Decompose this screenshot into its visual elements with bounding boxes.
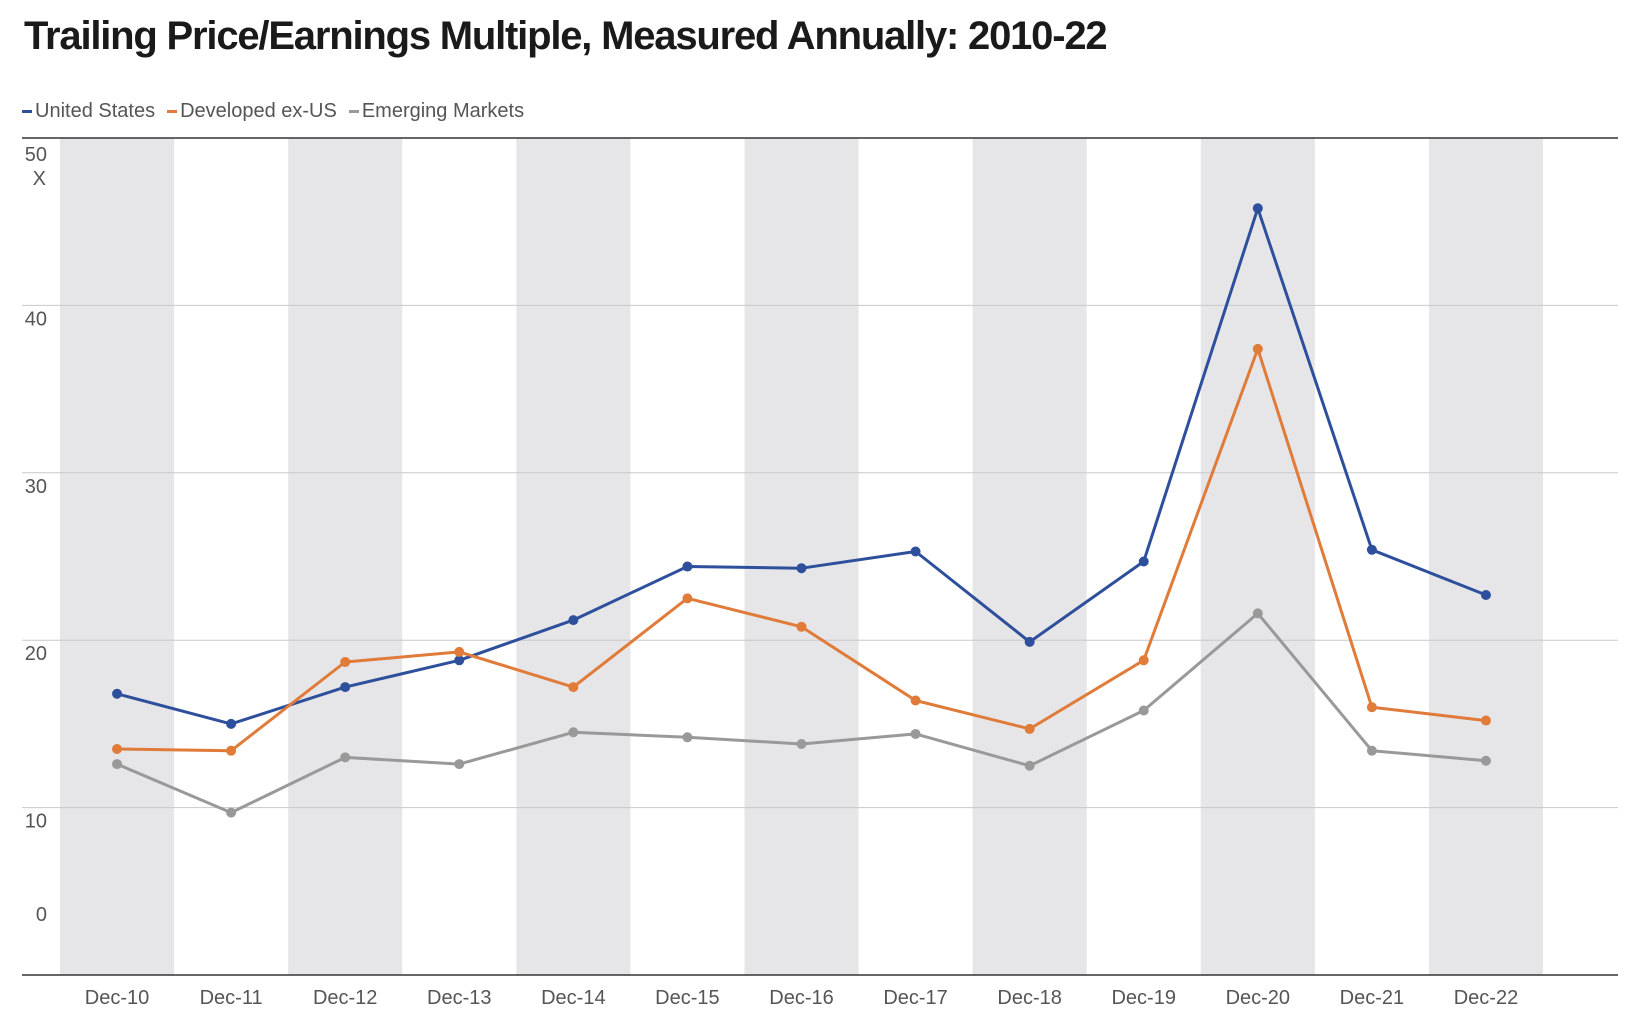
legend-label-developed-ex-us: Developed ex-US [180, 100, 337, 122]
series-united-states [112, 203, 1491, 729]
x-tick-label-dec-16: Dec-16 [769, 987, 833, 1009]
data-point-developed-ex-us-dec-16 [796, 621, 807, 632]
legend-swatch-united-states [22, 110, 32, 113]
data-point-united-states-dec-11 [226, 718, 237, 729]
gridlines [22, 304, 1618, 809]
y-tick-label-30: 30 [25, 476, 47, 498]
legend-swatch-emerging-markets [348, 110, 359, 113]
column-band-dec-16 [744, 138, 859, 975]
data-point-emerging-markets-dec-11 [226, 807, 237, 818]
data-point-developed-ex-us-dec-22 [1480, 715, 1491, 726]
data-point-developed-ex-us-dec-13 [454, 646, 465, 657]
data-point-united-states-dec-18 [1024, 636, 1035, 647]
column-band-dec-14 [516, 138, 631, 975]
y-tick-label-50: 50 [25, 144, 47, 166]
series-lines [112, 203, 1491, 818]
y-unit-label: X [33, 168, 46, 190]
data-point-united-states-dec-13 [454, 655, 465, 666]
x-tick-label-dec-12: Dec-12 [313, 987, 377, 1009]
data-point-developed-ex-us-dec-11 [226, 745, 237, 756]
data-point-emerging-markets-dec-18 [1024, 760, 1035, 771]
x-tick-label-dec-21: Dec-21 [1340, 987, 1404, 1009]
data-point-emerging-markets-dec-17 [910, 728, 921, 739]
data-point-emerging-markets-dec-13 [454, 759, 465, 770]
legend-item-emerging-markets: Emerging Markets [348, 100, 525, 123]
data-point-developed-ex-us-dec-18 [1024, 723, 1035, 734]
data-point-united-states-dec-12 [340, 682, 351, 693]
column-band-dec-20 [1200, 138, 1315, 975]
data-point-united-states-dec-10 [112, 688, 123, 699]
data-point-developed-ex-us-dec-15 [682, 593, 693, 604]
column-band-dec-22 [1428, 138, 1543, 975]
legend-label-emerging-markets: Emerging Markets [361, 100, 525, 122]
x-tick-label-dec-22: Dec-22 [1454, 987, 1518, 1009]
data-point-developed-ex-us-dec-10 [112, 744, 123, 755]
column-band-dec-10 [60, 138, 175, 975]
data-point-united-states-dec-21 [1366, 544, 1377, 555]
legend-swatch-developed-ex-us [167, 110, 178, 113]
legend: United States Developed ex-US Emerging M… [22, 100, 536, 123]
data-point-emerging-markets-dec-12 [340, 752, 351, 763]
data-point-emerging-markets-dec-10 [112, 759, 123, 770]
data-point-developed-ex-us-dec-12 [340, 656, 351, 667]
series-developed-ex-us [112, 343, 1491, 756]
data-point-united-states-dec-20 [1252, 203, 1263, 214]
data-point-emerging-markets-dec-19 [1138, 705, 1149, 716]
y-tick-label-10: 10 [25, 811, 47, 833]
chart-title: Trailing Price/Earnings Multiple, Measur… [24, 14, 1108, 58]
column-band-dec-12 [288, 138, 403, 975]
data-point-emerging-markets-dec-21 [1366, 745, 1377, 756]
column-shading-bands [60, 138, 1543, 975]
legend-item-united-states: United States [22, 100, 155, 123]
x-tick-label-dec-11: Dec-11 [200, 987, 263, 1009]
data-point-united-states-dec-16 [796, 563, 807, 574]
data-point-emerging-markets-dec-20 [1252, 608, 1263, 619]
data-point-emerging-markets-dec-14 [568, 727, 579, 738]
legend-item-developed-ex-us: Developed ex-US [167, 100, 337, 123]
data-point-emerging-markets-dec-22 [1480, 755, 1491, 766]
data-point-united-states-dec-19 [1138, 556, 1149, 567]
data-point-developed-ex-us-dec-14 [568, 682, 579, 693]
x-tick-label-dec-19: Dec-19 [1111, 987, 1175, 1009]
y-tick-label-40: 40 [25, 308, 47, 330]
x-tick-label-dec-15: Dec-15 [655, 987, 719, 1009]
x-tick-label-dec-17: Dec-17 [883, 987, 947, 1009]
x-tick-label-dec-13: Dec-13 [427, 987, 491, 1009]
data-point-united-states-dec-14 [568, 615, 579, 626]
data-point-developed-ex-us-dec-17 [910, 695, 921, 706]
data-point-united-states-dec-15 [682, 561, 693, 572]
data-point-united-states-dec-22 [1480, 590, 1491, 601]
x-tick-label-dec-14: Dec-14 [541, 987, 605, 1009]
data-point-united-states-dec-17 [910, 546, 921, 557]
x-tick-label-dec-10: Dec-10 [85, 987, 149, 1009]
x-tick-label-dec-20: Dec-20 [1226, 987, 1290, 1009]
data-point-developed-ex-us-dec-19 [1138, 655, 1149, 666]
data-point-developed-ex-us-dec-21 [1366, 702, 1377, 713]
data-point-developed-ex-us-dec-20 [1252, 343, 1263, 354]
legend-label-united-states: United States [35, 100, 156, 122]
y-tick-label-20: 20 [25, 643, 47, 665]
x-tick-label-dec-18: Dec-18 [997, 987, 1061, 1009]
column-band-dec-18 [972, 138, 1087, 975]
axes [22, 137, 1618, 976]
data-point-emerging-markets-dec-16 [796, 738, 807, 749]
data-point-emerging-markets-dec-15 [682, 732, 693, 743]
series-emerging-markets [112, 608, 1491, 818]
y-tick-label-0: 0 [36, 904, 47, 926]
tick-labels: 0 10 20 30 40 50X Dec-10 Dec-11 Dec-12 Dec-13 Dec-… [25, 144, 1518, 1009]
